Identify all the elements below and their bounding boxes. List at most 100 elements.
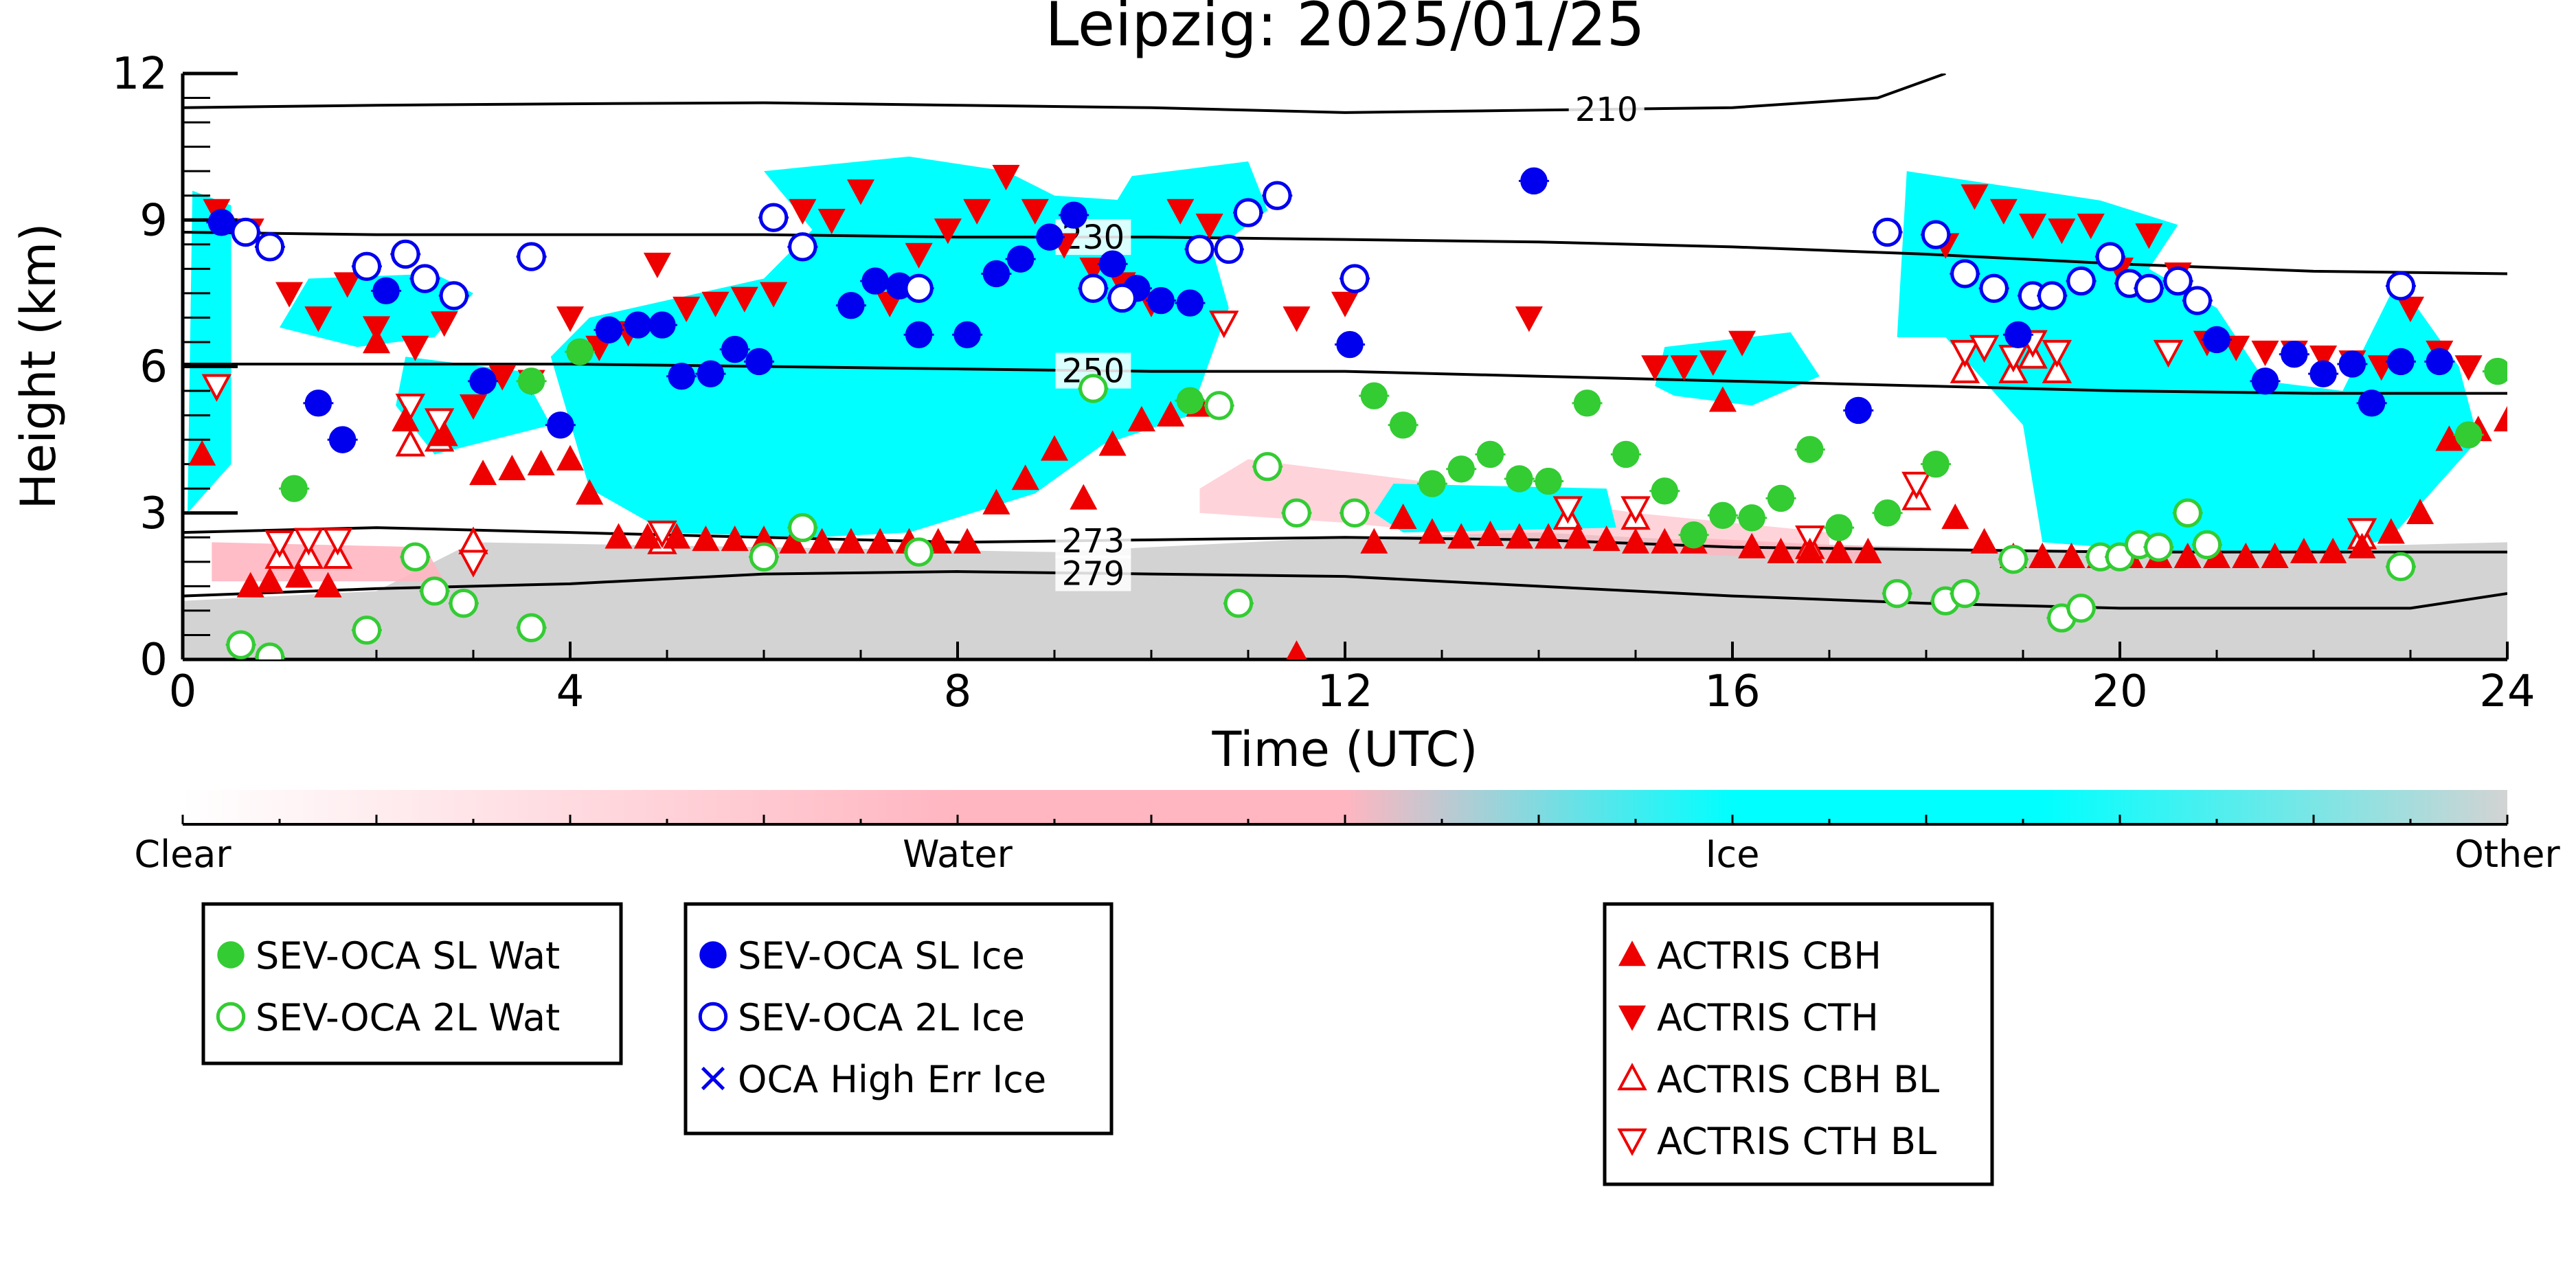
data-point <box>1563 523 1592 549</box>
x-tick-label: 4 <box>556 666 585 717</box>
data-point <box>1011 464 1039 490</box>
data-point <box>424 408 455 436</box>
data-point <box>264 530 295 558</box>
data-point <box>1738 532 1766 558</box>
colorbar-label-ice: Ice <box>1706 833 1760 876</box>
data-point <box>2182 286 2213 315</box>
data-point <box>1592 526 1620 552</box>
data-point <box>673 296 701 323</box>
data-point <box>2387 348 2415 376</box>
x-tick-label: 16 <box>1704 666 1760 717</box>
data-point <box>1078 273 1108 303</box>
series-sev-oca-sl-wat <box>279 338 2507 549</box>
data-point <box>498 454 526 481</box>
colorbar-label-clear: Clear <box>134 833 231 876</box>
data-point <box>430 420 458 447</box>
legend-label: SEV-OCA SL Ice <box>738 934 1025 978</box>
data-point <box>333 272 361 298</box>
data-point <box>1767 537 1795 563</box>
data-point <box>1825 537 1853 563</box>
data-point <box>566 338 594 365</box>
data-point <box>1157 400 1185 427</box>
series-sev-oca-2l-ice <box>230 181 2416 315</box>
data-point <box>2066 594 2096 623</box>
data-point <box>2153 339 2184 368</box>
x-tick-label: 8 <box>944 666 972 717</box>
data-point <box>449 589 479 618</box>
data-point <box>2203 326 2230 354</box>
data-point <box>2347 518 2377 546</box>
data-point <box>2386 552 2416 582</box>
data-point <box>2019 214 2047 240</box>
data-point <box>1447 523 1476 549</box>
data-point <box>982 488 1010 515</box>
data-point <box>322 528 353 556</box>
data-point <box>1223 589 1254 618</box>
data-point <box>668 363 695 390</box>
data-point <box>1214 234 1244 264</box>
data-point <box>517 613 546 642</box>
legend-swatch <box>1618 1005 1647 1031</box>
data-point <box>760 282 788 308</box>
data-point <box>314 572 342 598</box>
data-point <box>1286 640 1307 659</box>
data-point <box>372 277 400 305</box>
data-point <box>1283 306 1311 332</box>
legend-box-1: SEV-OCA SL Wat SEV-OCA 2L Wat <box>201 902 623 1065</box>
data-point <box>643 252 671 279</box>
data-point <box>469 368 497 395</box>
data-point <box>730 286 758 313</box>
legend-label: SEV-OCA SL Wat <box>256 934 560 978</box>
data-point <box>692 526 720 552</box>
data-point <box>817 208 846 235</box>
data-point <box>2042 339 2072 368</box>
data-point <box>1147 286 1175 315</box>
legend-swatch <box>1617 1063 1647 1091</box>
data-point <box>2309 345 2338 372</box>
data-point <box>2004 321 2032 348</box>
data-point <box>352 615 382 645</box>
data-point <box>982 260 1010 288</box>
y-tick-label: 3 <box>139 488 168 539</box>
isotherm-250 <box>183 362 2507 395</box>
data-point <box>1040 435 1069 461</box>
data-point <box>1961 184 1989 210</box>
data-point <box>904 537 934 567</box>
data-point <box>1796 537 1824 563</box>
data-point <box>352 251 382 281</box>
ice-region <box>1655 332 1820 406</box>
legend-frame <box>1603 902 1994 1186</box>
colorbar-label-water: Water <box>903 833 1013 876</box>
data-point <box>1336 330 1364 359</box>
data-point <box>2163 266 2193 296</box>
data-point <box>866 528 894 554</box>
data-point <box>2134 273 2164 303</box>
data-point <box>837 528 865 554</box>
data-point <box>226 630 256 659</box>
data-point <box>648 311 676 339</box>
data-point <box>1263 181 1292 210</box>
data-point <box>410 264 440 293</box>
data-point <box>1195 214 1223 240</box>
data-point <box>1950 259 1980 289</box>
isotherm-label-bg <box>1055 522 1131 558</box>
data-point <box>1204 391 1234 420</box>
legend-swatch <box>217 941 245 969</box>
data-point <box>1708 386 1737 412</box>
data-point <box>1970 528 1998 554</box>
data-point <box>293 528 324 556</box>
data-point <box>458 550 488 578</box>
x-tick-label: 12 <box>1317 666 1372 717</box>
data-point <box>576 479 604 505</box>
series-sev-oca-sl-ice <box>206 167 2455 453</box>
data-point <box>459 394 488 420</box>
data-point <box>1389 411 1417 439</box>
data-point <box>1021 199 1049 225</box>
data-point <box>2493 405 2507 431</box>
data-point <box>1176 387 1204 414</box>
data-point <box>1680 521 1708 549</box>
data-point <box>1476 440 1504 468</box>
data-point <box>2173 542 2202 569</box>
series-actris-cth-bl <box>201 310 2377 578</box>
